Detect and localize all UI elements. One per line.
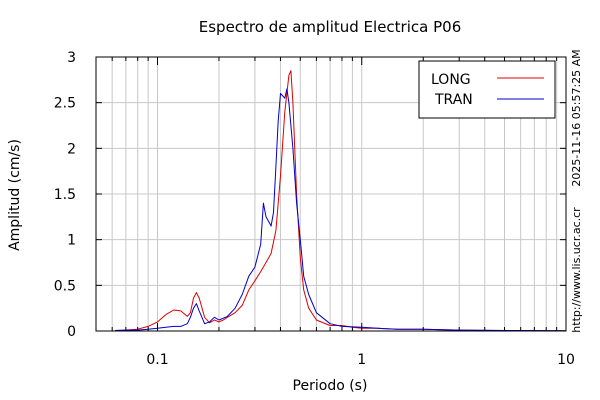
axis-ticks <box>95 56 566 332</box>
timestamp-label: 2025-11-16 05:57:25 AM <box>570 49 583 186</box>
legend-label-tran: TRAN <box>434 92 473 108</box>
y-axis-label: Amplitud (cm/s) <box>7 139 23 251</box>
legend-label-long: LONG <box>431 72 471 88</box>
legend: LONG TRAN <box>418 60 556 119</box>
x-tick-labels: 0.1 1 10 <box>146 352 575 368</box>
y-tick-label: 0 <box>67 324 76 340</box>
x-tick-label: 1 <box>357 352 366 368</box>
legend-box <box>418 60 556 119</box>
source-url-label: http://www.lis.ucr.ac.cr <box>570 207 583 333</box>
x-tick-label: 10 <box>557 352 575 368</box>
series-lines <box>115 70 567 332</box>
y-tick-label: 1.5 <box>54 187 76 203</box>
y-tick-label: 2.5 <box>54 96 76 112</box>
grid <box>95 56 566 332</box>
y-tick-label: 1 <box>67 233 76 249</box>
series-line-tran <box>115 88 567 332</box>
x-tick-label: 0.1 <box>146 352 168 368</box>
y-tick-label: 0.5 <box>54 278 76 294</box>
y-tick-label: 3 <box>67 50 76 66</box>
y-tick-label: 2 <box>67 141 76 157</box>
x-axis-label: Periodo (s) <box>293 378 368 394</box>
y-tick-labels: 0 0.5 1 1.5 2 2.5 3 <box>54 50 76 340</box>
chart-title: Espectro de amplitud Electrica P06 <box>199 18 462 36</box>
